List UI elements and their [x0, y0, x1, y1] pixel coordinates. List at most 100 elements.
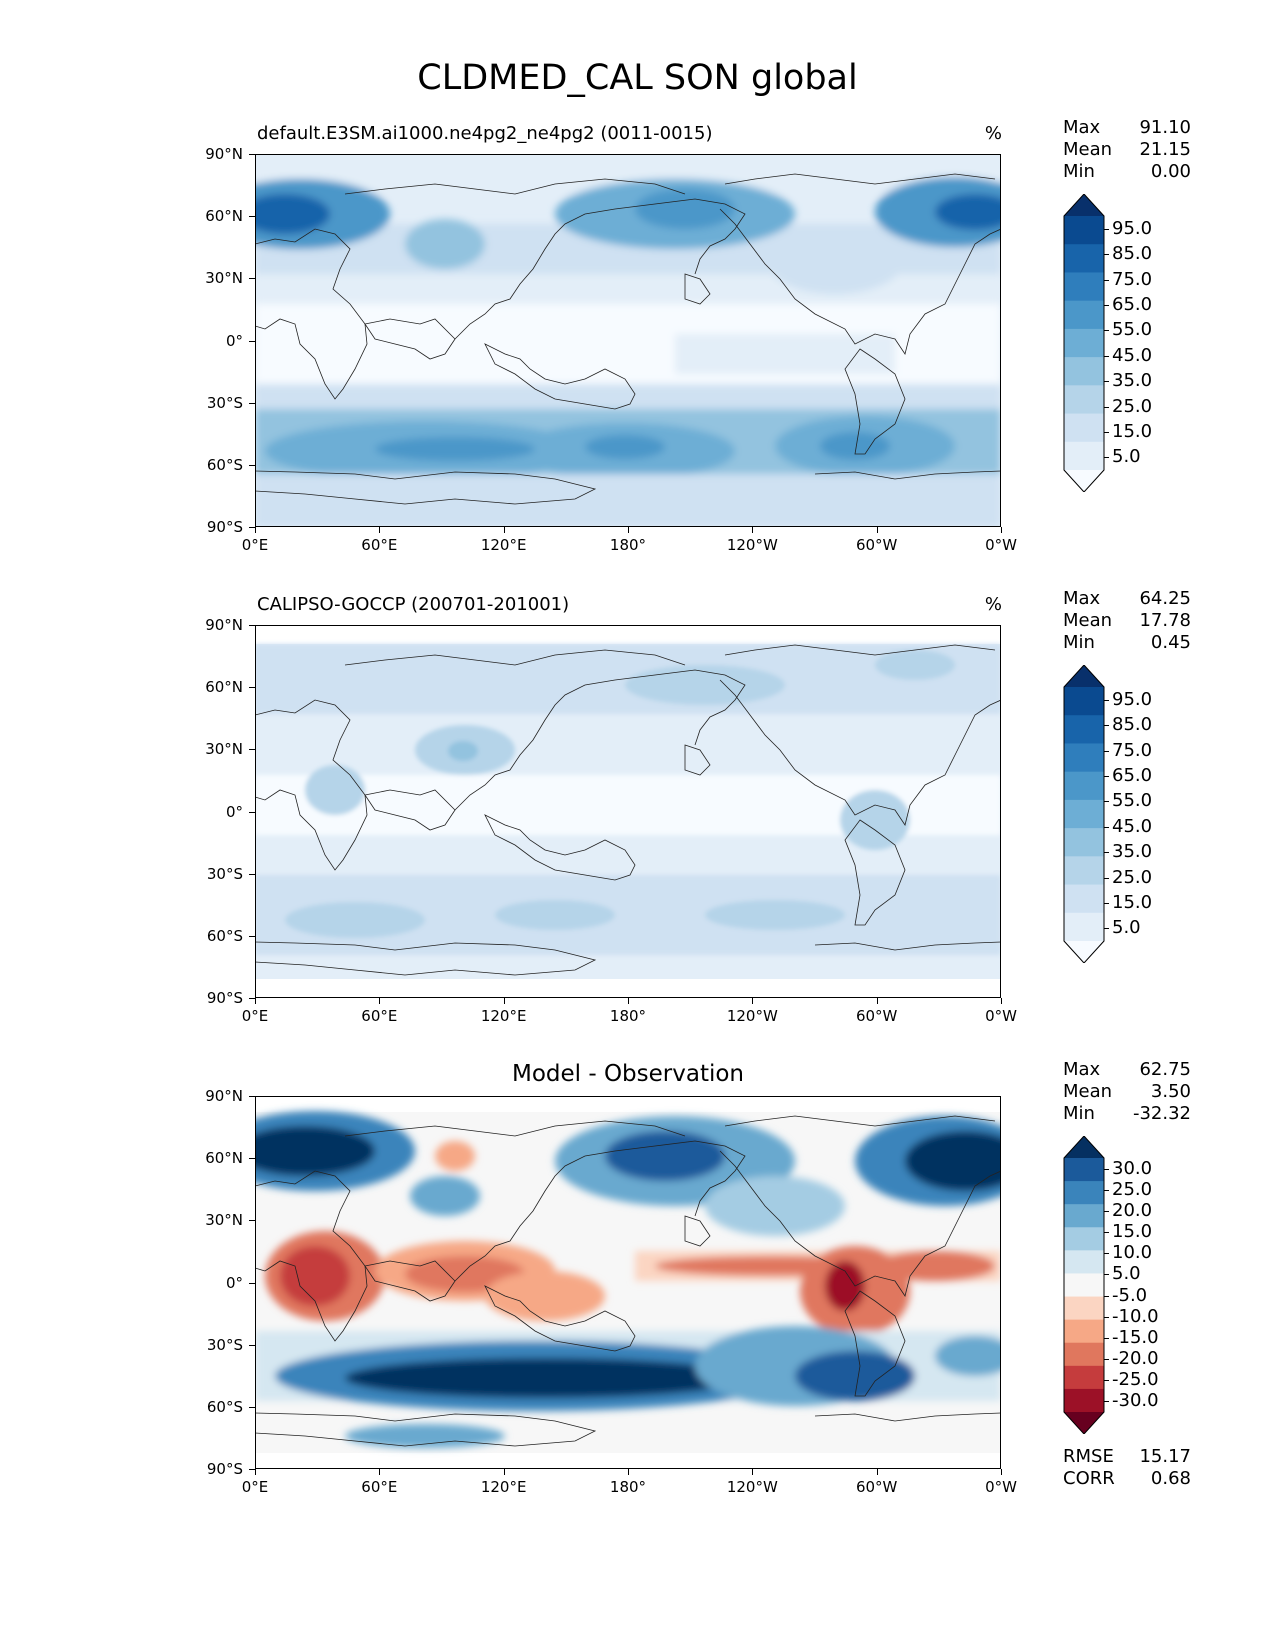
x-tick-mark [752, 998, 754, 1004]
colorbar-tick [1104, 1337, 1109, 1339]
colorbar-label: 75.0 [1112, 739, 1153, 761]
colorbar-segment [1064, 856, 1104, 886]
x-tick-label: 120°W [726, 1478, 778, 1496]
colorbar-tick [1104, 775, 1109, 777]
colorbar-segment [1064, 300, 1104, 330]
colorbar-extend-max [1064, 665, 1104, 687]
panel-3-map [255, 1096, 1001, 1469]
stat-min: Min -32.32 [1063, 1103, 1191, 1124]
colorbar-segment [1064, 1296, 1104, 1321]
panel-2-title: CALIPSO-GOCCP (200701-201001) [257, 594, 570, 615]
colorbar-extend-max [1064, 194, 1104, 216]
colorbar-label: 75.0 [1112, 268, 1153, 290]
colorbar-tick [1104, 381, 1109, 383]
y-tick-label: 30°N [205, 1211, 243, 1230]
panel-1-colorbar [1063, 194, 1105, 492]
colorbar-label: 65.0 [1112, 764, 1153, 786]
x-tick-mark [628, 998, 629, 1004]
metric-corr: CORR 0.68 [1063, 1468, 1191, 1489]
colorbar-label: 10.0 [1112, 1242, 1153, 1264]
colorbar-label: 5.0 [1112, 446, 1141, 468]
stat-max: Max 91.10 [1063, 117, 1191, 138]
x-tick-label: 120°W [726, 1007, 778, 1025]
y-tick-label: 90°S [206, 989, 243, 1007]
x-tick-mark [503, 998, 505, 1004]
x-tick-mark [255, 527, 256, 533]
x-tick-mark [1001, 1469, 1002, 1475]
y-tick-label: 60°N [205, 207, 243, 226]
colorbar-tick [1104, 1380, 1109, 1382]
colorbar-label: 15.0 [1112, 891, 1153, 913]
x-tick-mark [876, 1469, 878, 1475]
colorbar-label: 55.0 [1112, 790, 1153, 812]
y-tick-mark [249, 402, 255, 404]
colorbar-tick [1104, 801, 1109, 803]
colorbar-tick [1104, 1359, 1109, 1361]
colorbar-label: 65.0 [1112, 293, 1153, 315]
colorbar-label: 35.0 [1112, 841, 1153, 863]
colorbar-label: 35.0 [1112, 370, 1153, 392]
panel-1-map [255, 154, 1001, 527]
colorbar-outline [1063, 665, 1105, 963]
colorbar-tick [1104, 1210, 1109, 1212]
y-tick-mark [249, 873, 255, 875]
x-tick-label: 60°W [855, 1478, 898, 1496]
y-tick-label: 30°N [205, 269, 243, 288]
panel-1-title: default.E3SM.ai1000.ne4pg2_ne4pg2 (0011-… [257, 123, 713, 144]
colorbar-tick [1104, 279, 1109, 281]
colorbar-label: 95.0 [1112, 217, 1153, 239]
x-tick-label: 120°E [480, 1007, 527, 1025]
colorbar-label: 20.0 [1112, 1199, 1153, 1221]
colorbar-segment [1064, 441, 1104, 471]
colorbar-segment [1064, 216, 1104, 245]
panel-3-title: Model - Observation [511, 1061, 745, 1087]
stat-mean: Mean 17.78 [1063, 610, 1191, 631]
panel-2-stats: Max 64.25 Mean 17.78 Min 0.45 [1063, 588, 1191, 654]
y-tick-mark [249, 1282, 255, 1284]
x-tick-mark [255, 998, 256, 1004]
colorbar-tick [1104, 254, 1109, 256]
colorbar-label: 5.0 [1112, 1263, 1141, 1285]
stat-mean: Mean 21.15 [1063, 139, 1191, 160]
colorbar-segment [1064, 715, 1104, 744]
colorbar-tick [1104, 750, 1109, 752]
x-tick-mark [752, 1469, 754, 1475]
colorbar-label: -25.0 [1112, 1369, 1159, 1391]
y-tick-label: 0° [225, 331, 243, 350]
x-tick-label: 180° [609, 1478, 647, 1496]
x-tick-mark [876, 527, 878, 533]
colorbar-segment [1064, 244, 1104, 273]
y-tick-mark [249, 811, 255, 813]
colorbar-label: 15.0 [1112, 1221, 1153, 1243]
colorbar-label: 30.0 [1112, 1157, 1153, 1179]
x-tick-mark [503, 1469, 505, 1475]
x-tick-label: 0°W [985, 536, 1017, 554]
y-tick-label: 30°S [206, 864, 243, 883]
y-tick-mark [249, 340, 255, 342]
y-tick-mark [249, 527, 255, 528]
colorbar-segment [1064, 912, 1104, 942]
y-tick-mark [249, 1220, 255, 1222]
panel-3-metrics: RMSE 15.17 CORR 0.68 [1063, 1446, 1191, 1490]
colorbar-segment [1064, 771, 1104, 801]
y-tick-mark [249, 749, 255, 751]
x-tick-mark [752, 527, 754, 533]
y-tick-mark [249, 1406, 255, 1408]
colorbar-extend-max [1064, 1136, 1104, 1158]
panel-1-stats: Max 91.10 Mean 21.15 Min 0.00 [1063, 117, 1191, 183]
colorbar-tick [1104, 1232, 1109, 1234]
y-tick-mark [249, 154, 255, 155]
colorbar-segment [1064, 1273, 1104, 1298]
y-tick-mark [249, 1096, 255, 1097]
x-tick-label: 120°E [480, 1478, 527, 1496]
colorbar-segment [1064, 385, 1104, 415]
y-tick-label: 60°S [206, 926, 243, 945]
y-tick-label: 30°S [206, 393, 243, 412]
colorbar-tick [1104, 826, 1109, 828]
stat-max: Max 62.75 [1063, 1059, 1191, 1080]
colorbar-extend-min [1064, 470, 1104, 492]
x-tick-label: 60°E [361, 536, 398, 554]
colorbar-tick [1104, 1253, 1109, 1255]
stat-min: Min 0.45 [1063, 632, 1191, 653]
y-tick-label: 60°N [205, 678, 243, 697]
